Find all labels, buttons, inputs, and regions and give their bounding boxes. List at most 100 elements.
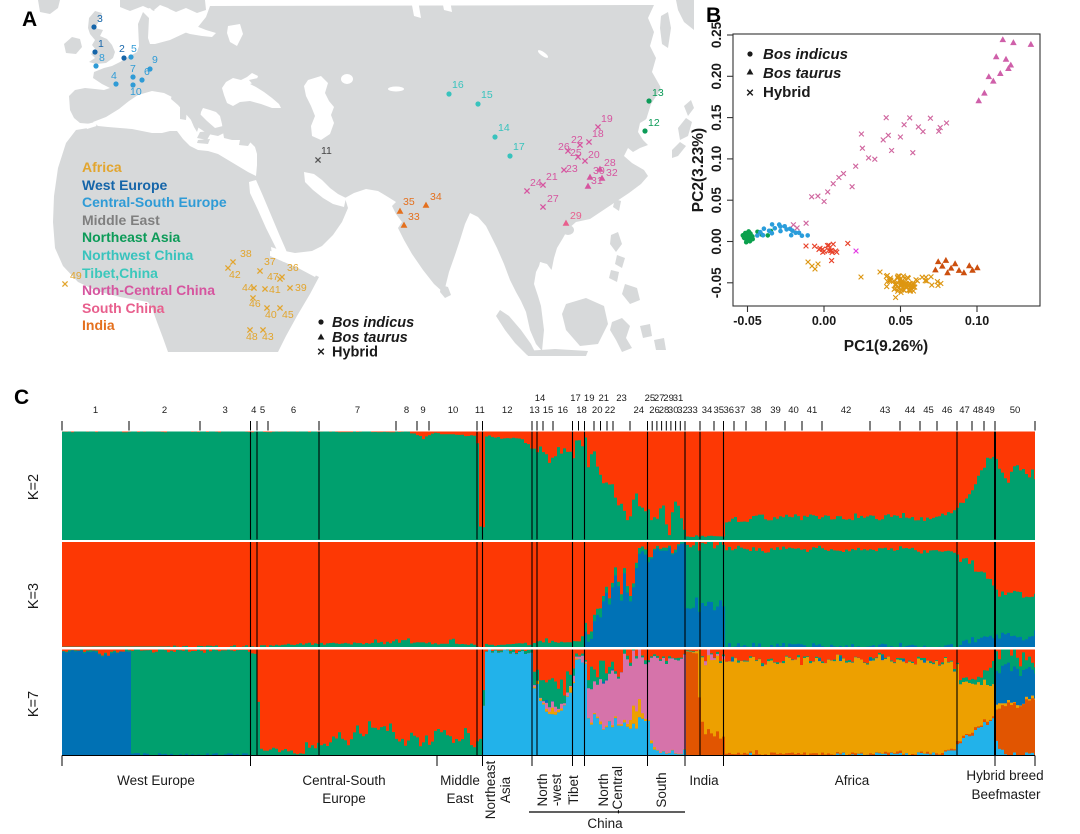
svg-text:East: East: [446, 791, 473, 806]
svg-text:4: 4: [251, 405, 256, 416]
svg-text:West Europe: West Europe: [117, 773, 195, 788]
svg-text:North: North: [535, 773, 550, 806]
svg-text:3: 3: [223, 405, 228, 416]
svg-text:9: 9: [152, 54, 158, 66]
svg-text:22: 22: [571, 134, 583, 146]
svg-text:45: 45: [282, 309, 294, 321]
svg-text:India: India: [689, 773, 719, 788]
svg-text:20: 20: [588, 149, 600, 161]
svg-text:17: 17: [570, 393, 581, 404]
svg-text:Europe: Europe: [322, 791, 366, 806]
svg-text:17: 17: [513, 141, 525, 153]
svg-text:16: 16: [558, 405, 569, 416]
svg-text:A: A: [22, 8, 37, 31]
svg-text:39: 39: [770, 405, 781, 416]
svg-text:14: 14: [498, 122, 510, 134]
svg-text:12: 12: [502, 405, 513, 416]
svg-text:Northwest China: Northwest China: [82, 247, 193, 263]
svg-text:Central-South Europe: Central-South Europe: [82, 194, 227, 210]
svg-text:40: 40: [788, 405, 799, 416]
svg-text:Beefmaster: Beefmaster: [971, 787, 1041, 802]
svg-text:36: 36: [724, 405, 735, 416]
svg-text:25: 25: [570, 147, 582, 159]
svg-text:10: 10: [448, 405, 459, 416]
svg-text:20: 20: [592, 405, 603, 416]
svg-text:18: 18: [576, 405, 587, 416]
svg-text:Middle: Middle: [440, 773, 480, 788]
svg-text:19: 19: [601, 113, 613, 125]
svg-text:45: 45: [923, 405, 934, 416]
svg-text:-0.05: -0.05: [733, 314, 762, 328]
svg-text:China: China: [587, 816, 623, 831]
svg-text:Hybrid breed: Hybrid breed: [966, 768, 1043, 783]
svg-text:44: 44: [905, 405, 916, 416]
svg-text:30: 30: [668, 405, 679, 416]
svg-text:5: 5: [131, 43, 137, 55]
svg-text:46: 46: [942, 405, 953, 416]
svg-text:26: 26: [558, 141, 570, 153]
svg-text:28: 28: [659, 405, 670, 416]
svg-text:9: 9: [420, 405, 425, 416]
svg-text:41: 41: [807, 405, 818, 416]
svg-text:48: 48: [246, 331, 258, 343]
svg-text:25: 25: [645, 393, 656, 404]
svg-text:21: 21: [599, 393, 610, 404]
svg-text:K=2: K=2: [26, 474, 42, 500]
svg-text:PC1(9.26%): PC1(9.26%): [844, 338, 928, 355]
svg-text:37: 37: [264, 256, 276, 268]
svg-text:50: 50: [1010, 405, 1021, 416]
svg-text:Bos taurus: Bos taurus: [763, 65, 841, 82]
svg-text:31: 31: [673, 393, 684, 404]
svg-text:Bos indicus: Bos indicus: [332, 315, 414, 331]
svg-text:47: 47: [959, 405, 970, 416]
svg-text:Tibet: Tibet: [566, 775, 581, 805]
svg-text:19: 19: [584, 393, 595, 404]
svg-text:35: 35: [403, 196, 415, 208]
svg-text:35: 35: [714, 405, 725, 416]
svg-text:7: 7: [355, 405, 360, 416]
svg-text:11: 11: [475, 405, 485, 416]
svg-text:3: 3: [97, 13, 103, 25]
svg-text:0.00: 0.00: [812, 314, 836, 328]
svg-text:18: 18: [592, 128, 604, 140]
svg-text:Central-South: Central-South: [302, 773, 385, 788]
svg-text:34: 34: [430, 191, 442, 203]
svg-text:27: 27: [547, 193, 559, 205]
svg-text:Bos indicus: Bos indicus: [763, 46, 848, 63]
svg-text:33: 33: [408, 211, 420, 223]
svg-text:15: 15: [543, 405, 554, 416]
svg-text:Tibet,China: Tibet,China: [82, 265, 158, 281]
svg-text:32: 32: [677, 405, 688, 416]
svg-text:India: India: [82, 317, 115, 333]
svg-text:0.15: 0.15: [709, 104, 724, 131]
svg-text:-west: -west: [549, 774, 564, 807]
svg-text:49: 49: [984, 405, 995, 416]
svg-text:1: 1: [93, 405, 98, 416]
svg-text:B: B: [706, 4, 721, 27]
svg-text:38: 38: [751, 405, 762, 416]
svg-text:48: 48: [973, 405, 984, 416]
svg-text:5: 5: [260, 405, 265, 416]
svg-text:Northeast: Northeast: [483, 760, 498, 819]
svg-text:7: 7: [130, 63, 136, 75]
svg-text:0.05: 0.05: [888, 314, 912, 328]
svg-text:2: 2: [119, 43, 125, 55]
svg-text:43: 43: [880, 405, 891, 416]
svg-text:11: 11: [321, 145, 332, 157]
svg-text:30: 30: [593, 165, 605, 177]
svg-text:0.20: 0.20: [709, 63, 724, 89]
svg-text:14: 14: [535, 393, 546, 404]
svg-text:46: 46: [249, 298, 261, 310]
svg-text:40: 40: [265, 309, 277, 321]
svg-text:Middle East: Middle East: [82, 212, 160, 228]
svg-text:6: 6: [291, 405, 296, 416]
svg-text:32: 32: [606, 167, 618, 179]
svg-text:43: 43: [262, 331, 274, 343]
svg-text:Asia: Asia: [498, 776, 513, 803]
svg-text:Northeast Asia: Northeast Asia: [82, 229, 181, 245]
svg-text:1: 1: [98, 38, 104, 50]
svg-text:42: 42: [841, 405, 852, 416]
svg-text:Africa: Africa: [835, 773, 870, 788]
svg-text:41: 41: [269, 284, 281, 296]
svg-text:39: 39: [295, 282, 307, 294]
